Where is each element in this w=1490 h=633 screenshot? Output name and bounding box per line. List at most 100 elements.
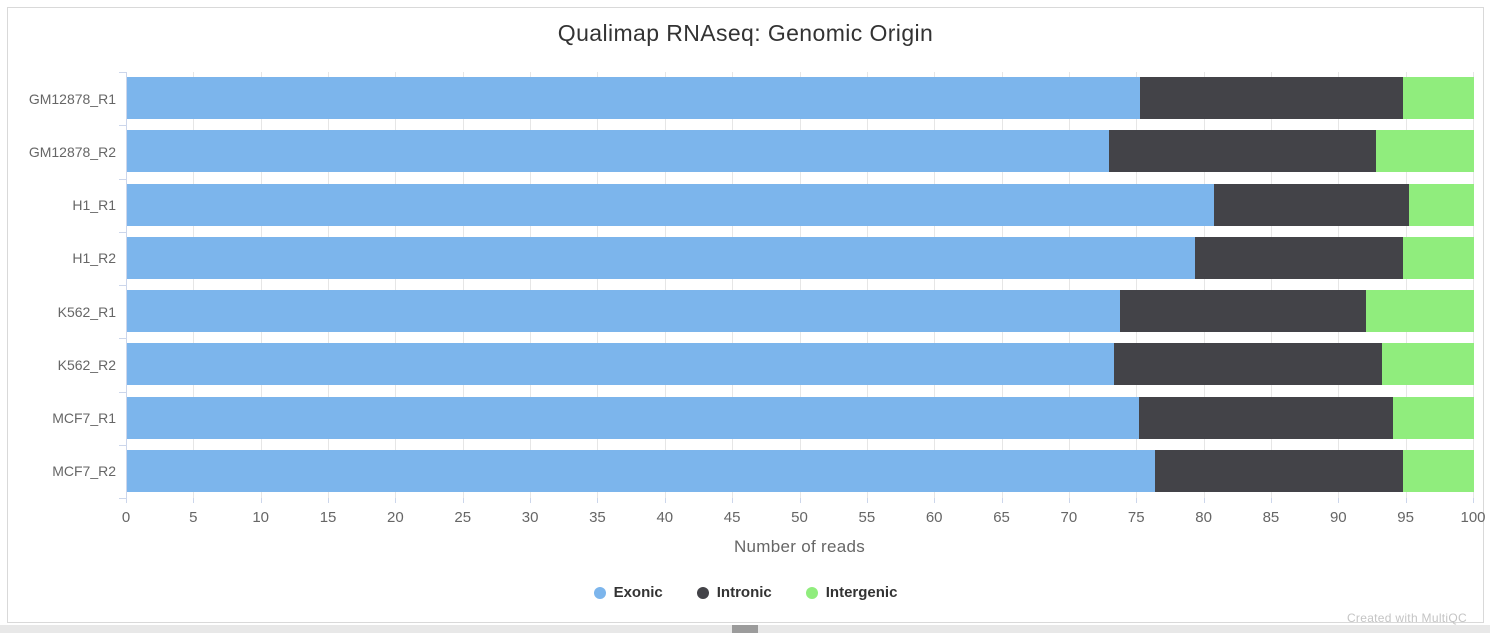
legend-marker-icon [593,586,606,599]
x-tick-label: 30 [521,509,539,526]
x-axis-tick [1203,498,1205,503]
x-axis-tick [1270,498,1272,503]
y-axis-tick [119,498,126,499]
bar-segment-intergenic[interactable] [1382,343,1474,386]
gridline [597,72,599,498]
gridline [1405,72,1407,498]
x-tick-label: 80 [1195,509,1212,526]
horizontal-scrollbar[interactable] [0,625,1490,633]
bar-segment-exonic[interactable] [127,290,1120,332]
x-axis-tick [395,498,397,503]
x-axis-tick [260,498,262,503]
x-tick-label: 70 [1060,509,1078,526]
plot-area: 0 5 10 15 20 25 30 35 40 45 50 55 60 65 70 75 80 85 90 95 10… [119,72,1486,526]
x-tick-label: 40 [656,509,674,526]
gridline [260,72,262,498]
bar-segment-intronic[interactable] [1114,343,1383,386]
y-axis-tick [119,285,126,286]
x-axis-tick [866,498,868,503]
legend-item-intergenic[interactable]: Intergenic [805,584,898,601]
bar-segment-intergenic[interactable] [1402,236,1474,279]
gridline [1136,72,1138,498]
gridline [1270,72,1272,498]
x-axis-title: Number of reads [733,537,866,556]
x-axis-tick [530,498,532,503]
y-axis-tick [119,125,126,127]
x-tick-label: 0 [121,509,131,526]
bar-segment-intronic[interactable] [1214,183,1410,226]
legend-marker-icon [696,586,709,599]
x-tick-label: 25 [454,509,472,526]
bar-segment-exonic[interactable] [127,236,1196,279]
gridline [395,72,397,498]
x-tick-label: 60 [925,509,943,526]
bar-segment-intronic[interactable] [1119,290,1367,332]
bar-segment-intronic[interactable] [1154,449,1403,492]
bar-segment-intronic[interactable] [1108,130,1376,173]
x-tick-label: 35 [589,509,606,526]
bar-segment-intergenic[interactable] [1409,183,1474,226]
bar-row-k562_r2 [127,343,1474,386]
gridline [664,72,666,498]
x-tick-label: 65 [993,509,1010,526]
y-axis-tick [119,444,126,446]
multiqc-watermark: Created with MultiQC [1346,611,1467,625]
legend-item-intronic[interactable]: Intronic [696,584,772,601]
gridline [934,72,936,498]
y-axis-line [126,72,127,498]
x-tick-label: 20 [387,509,404,526]
x-tick-label: 5 [189,509,198,526]
plot-card: Qualimap RNAseq: Genomic Origin 0 5 10 15 20… [7,7,1486,625]
bar-row-h1_r1 [127,183,1474,226]
x-tick-label: 15 [319,509,337,526]
bar-segment-exonic[interactable] [127,77,1140,119]
x-axis-tick [462,498,464,503]
gridline [328,72,330,498]
x-tick-label: 50 [791,509,808,526]
bar-segment-exonic[interactable] [127,449,1155,492]
bar-segment-intergenic[interactable] [1366,290,1474,332]
bar-segment-intronic[interactable] [1139,77,1403,119]
gridline [462,72,464,498]
bar-segment-intergenic[interactable] [1375,130,1474,173]
bar-segment-exonic[interactable] [127,343,1115,386]
bar-segment-intronic[interactable] [1195,236,1403,279]
legend-label: Intergenic [825,584,898,601]
y-axis-labels: GM12878_R1 GM12878_R2 H1_R1 H1_R2 K562_R1 K56… [8,72,116,498]
x-axis-tick [1001,498,1003,503]
x-axis-tick [597,498,599,503]
scrollbar-thumb[interactable] [732,625,758,633]
bar-segment-intergenic[interactable] [1402,449,1474,492]
gridline [1203,72,1205,498]
x-axis-tick [664,498,666,503]
bar-segment-intergenic[interactable] [1402,77,1474,119]
y-label-h1_r2: H1_R2 [72,250,116,267]
gridline [1338,72,1340,498]
bar-segment-exonic[interactable] [127,396,1139,439]
y-label-gm12878_r2: GM12878_R2 [28,143,116,160]
bar-row-h1_r2 [127,236,1474,279]
gridline [799,72,801,498]
gridline [193,72,195,498]
legend-label: Exonic [613,584,663,601]
y-label-mcf7_r1: MCF7_R1 [52,410,116,427]
x-axis-tick [1405,498,1407,503]
y-axis-tick [119,391,126,393]
gridline [732,72,734,498]
bar-row-gm12878_r2 [127,130,1474,173]
y-label-gm12878_r1: GM12878_R1 [28,90,116,107]
x-axis-tick [934,498,936,503]
x-axis-tick [1068,498,1070,503]
legend-item-exonic[interactable]: Exonic [593,584,663,601]
x-tick-label: 45 [723,509,741,526]
bar-segment-exonic[interactable] [127,130,1109,173]
x-tick-label: 100 [1460,509,1486,526]
y-axis-tick [119,72,126,73]
bar-segment-intronic[interactable] [1138,396,1394,439]
bar-segment-intergenic[interactable] [1393,396,1474,439]
gridline [1001,72,1003,498]
bar-segment-exonic[interactable] [127,183,1215,226]
gridline [866,72,868,498]
x-axis-tick [328,498,330,503]
